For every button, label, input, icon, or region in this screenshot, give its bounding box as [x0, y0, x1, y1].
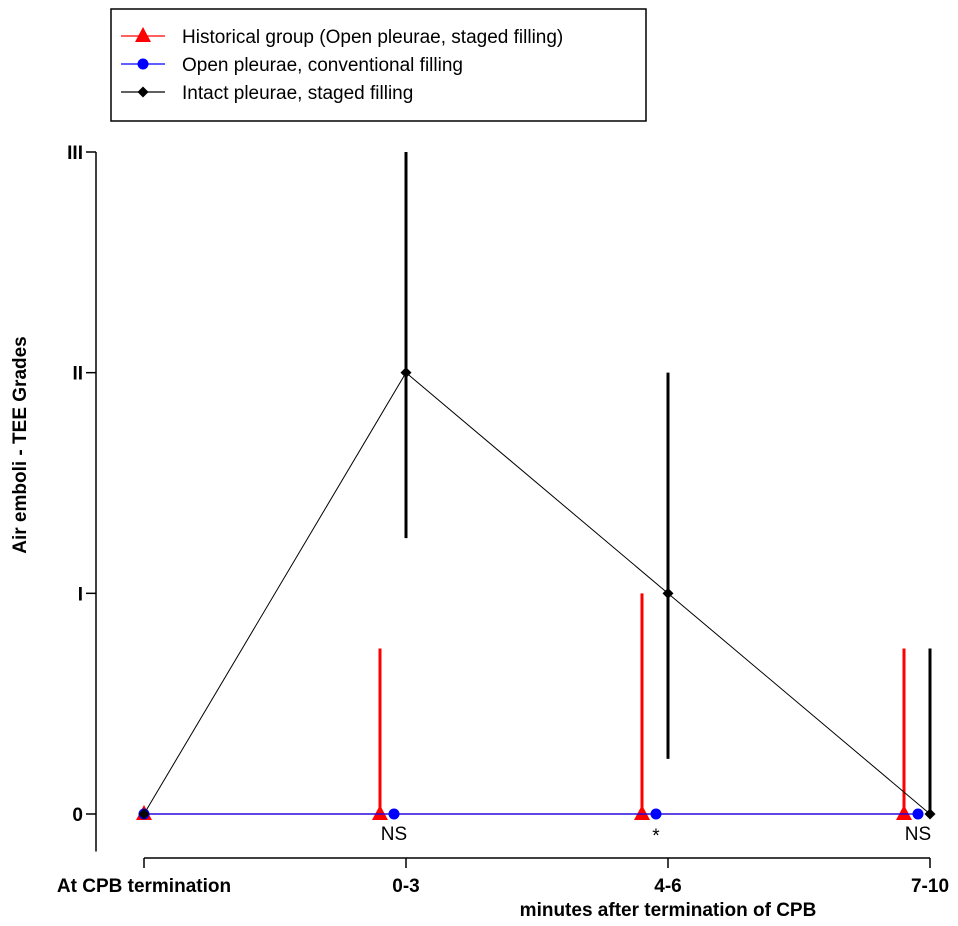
data-point	[372, 805, 388, 820]
series-2	[138, 152, 936, 820]
data-point	[388, 808, 400, 820]
data-point	[650, 808, 662, 820]
plot-area: NS * NS	[136, 152, 936, 847]
legend-label: Intact pleurae, staged filling	[182, 83, 413, 104]
x-tick-label: At CPB termination	[57, 876, 231, 897]
y-axis-title: Air emboli - TEE Grades	[10, 336, 31, 554]
x-axis: At CPB termination 0-3 4-6 7-10	[57, 857, 949, 897]
significance-annotation: NS	[381, 824, 407, 845]
data-point	[924, 808, 936, 820]
legend: Historical group (Open pleurae, staged f…	[110, 8, 647, 122]
data-point	[912, 808, 924, 820]
series-1	[138, 808, 924, 820]
x-tick-label: 0-3	[392, 876, 419, 897]
x-axis-title: minutes after termination of CPB	[520, 900, 817, 921]
data-point	[400, 367, 412, 379]
legend-item: Open pleurae, conventional filling	[121, 55, 463, 76]
data-point	[634, 805, 650, 820]
legend-label: Open pleurae, conventional filling	[182, 55, 463, 76]
significance-annotation: *	[652, 826, 660, 847]
series-0	[136, 593, 912, 820]
legend-label: Historical group (Open pleurae, staged f…	[182, 27, 563, 48]
data-point	[138, 808, 150, 820]
y-tick-label: 0	[72, 805, 83, 826]
legend-swatch-marker	[135, 27, 151, 42]
y-tick-label: II	[72, 364, 83, 385]
significance-annotation: NS	[905, 824, 931, 845]
legend-swatch-marker	[137, 58, 149, 70]
y-tick-label: III	[67, 143, 83, 164]
legend-box	[110, 8, 647, 122]
legend-item: Historical group (Open pleurae, staged f…	[121, 27, 563, 48]
x-tick-label: 7-10	[911, 876, 949, 897]
x-tick-label: 4-6	[654, 876, 681, 897]
series-line	[143, 371, 931, 815]
legend-item: Intact pleurae, staged filling	[121, 83, 413, 104]
data-point	[896, 805, 912, 820]
legend-swatch-marker	[137, 86, 149, 98]
y-tick-label: I	[78, 584, 83, 605]
data-point	[662, 587, 674, 599]
